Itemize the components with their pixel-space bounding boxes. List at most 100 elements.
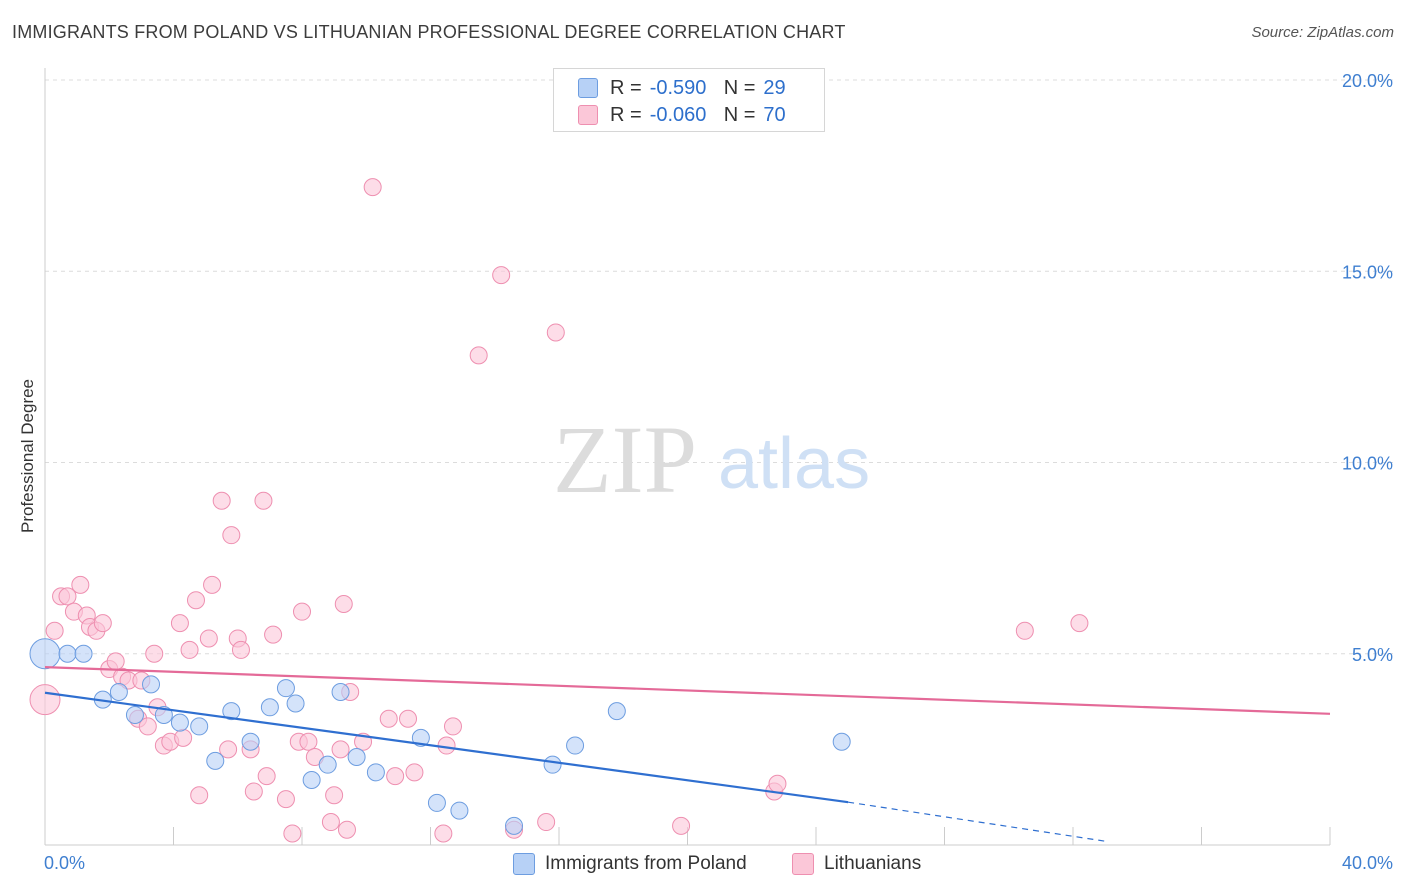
- data-point: [206, 751, 225, 770]
- legend-r-label: R =: [610, 76, 642, 99]
- legend-swatch-pink: [578, 105, 598, 125]
- data-point: [672, 816, 691, 835]
- data-point: [93, 614, 112, 633]
- watermark-atlas: atlas: [718, 424, 870, 504]
- data-point: [293, 602, 311, 621]
- data-point: [318, 755, 337, 774]
- data-point: [607, 702, 626, 721]
- source-label: Source: ZipAtlas.com: [1251, 24, 1394, 41]
- data-point: [546, 323, 565, 342]
- data-point: [222, 702, 241, 721]
- data-point: [366, 763, 385, 782]
- tick-labels: 5.0% 10.0% 15.0% 20.0% 0.0% 40.0%: [44, 71, 1393, 873]
- data-point: [138, 717, 157, 736]
- data-point: [58, 587, 77, 606]
- x-tick-label: 40.0%: [1342, 853, 1393, 873]
- data-point: [363, 178, 382, 197]
- y-tick-label: 10.0%: [1342, 454, 1393, 474]
- data-point: [286, 694, 305, 713]
- watermark: ZIP atlas: [553, 406, 870, 513]
- bottom-legend-poland[interactable]: Immigrants from Poland: [513, 852, 747, 876]
- legend-n-value: 70: [763, 103, 786, 126]
- data-point: [566, 736, 585, 755]
- data-point: [199, 629, 218, 648]
- data-point: [469, 346, 488, 365]
- data-point: [219, 740, 238, 759]
- data-point: [125, 705, 144, 724]
- data-point: [222, 526, 241, 545]
- data-point: [386, 767, 405, 786]
- legend-swatch-blue: [513, 853, 535, 875]
- legend-row-poland: R = -0.590 N = 29: [578, 77, 786, 99]
- data-point: [276, 790, 295, 809]
- legend-swatch-pink: [792, 853, 814, 875]
- data-point: [331, 683, 350, 701]
- legend-n-label: N =: [723, 103, 756, 126]
- data-point: [331, 740, 350, 759]
- trend-line-poland: [44, 691, 849, 804]
- data-point: [260, 698, 279, 717]
- data-point: [106, 652, 125, 671]
- data-point: [399, 709, 418, 728]
- data-point: [71, 575, 90, 594]
- data-point: [427, 793, 446, 812]
- legend-n-label: N =: [723, 76, 756, 99]
- legend-r-value: -0.590: [649, 76, 707, 99]
- series-immigrants-from-poland: [29, 638, 851, 835]
- data-point: [299, 732, 318, 751]
- y-tick-label: 20.0%: [1342, 71, 1393, 91]
- x-tick-label: 0.0%: [44, 853, 85, 873]
- data-point: [170, 614, 189, 633]
- data-point: [190, 717, 209, 736]
- legend-row-lithuanians: R = -0.060 N = 70: [578, 104, 786, 126]
- data-point: [492, 266, 511, 285]
- data-point: [347, 748, 366, 767]
- data-point: [283, 824, 302, 843]
- chart-title: IMMIGRANTS FROM POLAND VS LITHUANIAN PRO…: [12, 22, 846, 42]
- y-tick-label: 5.0%: [1352, 645, 1393, 665]
- data-point: [405, 763, 424, 782]
- data-point: [109, 683, 128, 701]
- data-point: [190, 786, 209, 805]
- trend-lines: [44, 666, 1331, 842]
- data-point: [241, 732, 260, 751]
- data-point: [276, 679, 295, 698]
- bottom-legend-label: Lithuanians: [824, 853, 922, 874]
- gridlines: [45, 79, 1395, 655]
- data-point: [244, 782, 263, 801]
- legend-swatch-blue: [578, 78, 598, 98]
- data-point: [142, 675, 161, 694]
- data-point: [334, 595, 353, 614]
- y-tick-label: 15.0%: [1342, 262, 1393, 282]
- data-point: [257, 767, 276, 786]
- data-point: [379, 709, 398, 728]
- legend-r-label: R =: [610, 103, 642, 126]
- data-point: [443, 717, 462, 736]
- trend-line-poland-extension: [848, 801, 1106, 842]
- data-point: [337, 820, 356, 839]
- trend-line-lithuanians: [44, 666, 1331, 715]
- data-point: [537, 813, 556, 832]
- data-point: [231, 640, 250, 659]
- bottom-legend-lithuanians[interactable]: Lithuanians: [792, 852, 921, 876]
- data-point: [768, 774, 787, 793]
- data-point: [302, 770, 321, 789]
- legend-r-value: -0.060: [649, 103, 707, 126]
- axes: [44, 68, 1331, 846]
- correlation-legend: R = -0.590 N = 29 R = -0.060 N = 70: [553, 68, 825, 132]
- data-point: [434, 824, 453, 843]
- data-point: [264, 625, 283, 644]
- data-point: [180, 640, 199, 659]
- bottom-legend-label: Immigrants from Poland: [545, 853, 747, 874]
- data-point: [325, 786, 344, 805]
- data-point: [186, 591, 205, 610]
- data-point: [58, 644, 77, 663]
- data-point: [254, 491, 273, 510]
- data-point: [543, 755, 562, 774]
- data-point: [29, 684, 61, 716]
- data-point: [154, 705, 173, 724]
- data-point: [1070, 614, 1089, 633]
- data-point: [411, 728, 430, 747]
- legend-n-value: 29: [763, 76, 786, 99]
